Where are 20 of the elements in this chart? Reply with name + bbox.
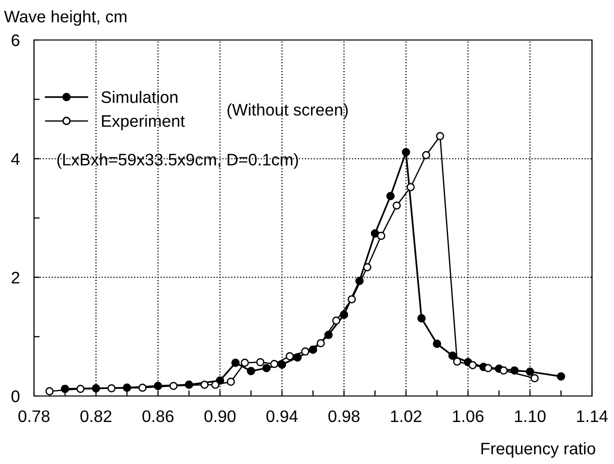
x-tick-label: 1.14 (577, 410, 608, 422)
annotation: (LxBxh=59x33.5x9cm, D=0.1cm) (57, 153, 298, 169)
x-tick-label: 1.02 (391, 410, 422, 422)
x-tick-label: 0.98 (328, 410, 360, 422)
x-tick-label: 0.86 (142, 410, 174, 422)
y-tick-label: 6 (12, 34, 20, 46)
y-tick-label: 4 (11, 153, 20, 165)
x-tick-label: 0.78 (18, 410, 50, 422)
y-tick-label: 0 (11, 390, 20, 402)
x-tick-label: 0.94 (266, 410, 298, 422)
x-tick-label: 0.90 (204, 410, 236, 422)
annotation: (Without screen) (228, 103, 348, 119)
y-tick-label: 2 (12, 272, 20, 284)
y-axis-title: Wave height, cm (4, 10, 126, 26)
x-tick-label: 1.10 (515, 410, 546, 422)
x-tick-label: 1.06 (453, 410, 484, 422)
x-axis-title: Frequency ratio (481, 442, 596, 458)
x-tick-label: 0.82 (80, 410, 112, 422)
legend-label: Experiment (102, 114, 185, 130)
legend-label: Simulation (101, 90, 178, 104)
